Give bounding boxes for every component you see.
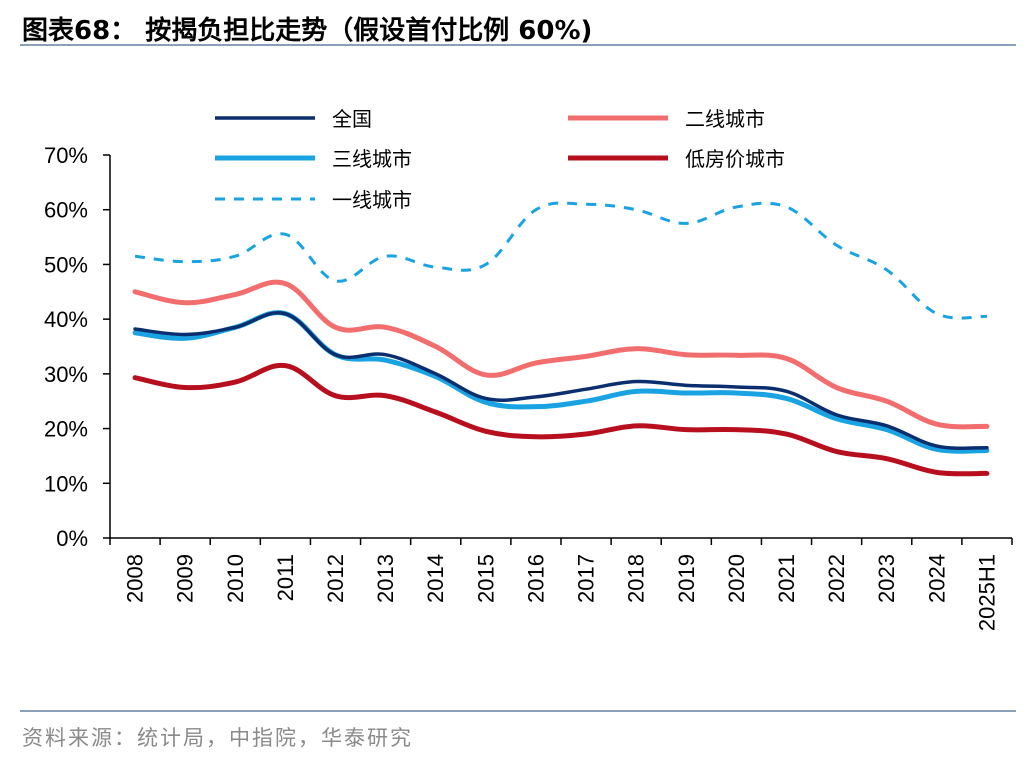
x-tick-label: 2013 bbox=[373, 554, 398, 603]
series-tier1-line bbox=[134, 201, 988, 320]
legend-label: 低房价城市 bbox=[685, 147, 785, 171]
footer-divider bbox=[20, 710, 1016, 712]
source-note: 资料来源：统计局，中指院，华泰研究 bbox=[22, 726, 413, 750]
legend-national: 全国 bbox=[215, 107, 372, 131]
legend-tier3: 三线城市 bbox=[215, 147, 412, 171]
x-tick-label: 2024 bbox=[924, 554, 949, 603]
x-tick-label: 2012 bbox=[323, 554, 348, 603]
x-tick-label: 2022 bbox=[824, 554, 849, 603]
legend-tier1: 一线城市 bbox=[215, 188, 412, 212]
y-tick-label: 10% bbox=[44, 471, 88, 496]
series-national-line bbox=[133, 310, 989, 451]
title-divider bbox=[20, 44, 1016, 46]
legend-label: 全国 bbox=[332, 107, 372, 131]
x-tick-label: 2017 bbox=[574, 554, 599, 603]
x-tick-label: 2023 bbox=[874, 554, 899, 603]
chart-title: 图表68： 按揭负担比走势（假设首付比例 60%) bbox=[22, 16, 593, 46]
x-tick-label: 2011 bbox=[273, 554, 298, 601]
y-tick-label: 60% bbox=[44, 198, 88, 223]
series-low-price-line bbox=[132, 362, 990, 477]
x-tick-label: 2025H1 bbox=[974, 554, 999, 631]
x-tick-label: 2015 bbox=[473, 554, 498, 603]
series-tier3-line bbox=[132, 310, 990, 454]
x-tick-label: 2021 bbox=[774, 554, 799, 603]
x-tick-label: 2014 bbox=[423, 554, 448, 603]
y-tick-label: 40% bbox=[44, 307, 88, 332]
y-tick-label: 70% bbox=[44, 143, 88, 168]
x-tick-label: 2019 bbox=[674, 554, 699, 603]
x-tick-label: 2020 bbox=[724, 554, 749, 603]
legend-label: 三线城市 bbox=[332, 147, 412, 171]
series-layer bbox=[132, 201, 990, 477]
x-tick-label: 2018 bbox=[624, 554, 649, 603]
legend-label: 二线城市 bbox=[685, 107, 765, 131]
legend-tier2: 二线城市 bbox=[568, 107, 765, 131]
x-tick-label: 2016 bbox=[523, 554, 548, 603]
x-tick-label: 2010 bbox=[223, 554, 248, 603]
y-tick-label: 30% bbox=[44, 362, 88, 387]
legend-low-price: 低房价城市 bbox=[568, 147, 785, 171]
y-tick-label: 0% bbox=[56, 526, 88, 551]
legend-label: 一线城市 bbox=[332, 188, 412, 212]
y-tick-label: 20% bbox=[44, 417, 88, 442]
axes: 0% 10% 20% 30% 40% 50% 60% 70% 2008 2009 2010 2011 2… bbox=[44, 143, 1013, 631]
y-tick-label: 50% bbox=[44, 252, 88, 277]
x-tick-label: 2008 bbox=[123, 554, 148, 603]
x-tick-label: 2009 bbox=[173, 554, 198, 603]
series-tier2-line bbox=[132, 279, 990, 430]
